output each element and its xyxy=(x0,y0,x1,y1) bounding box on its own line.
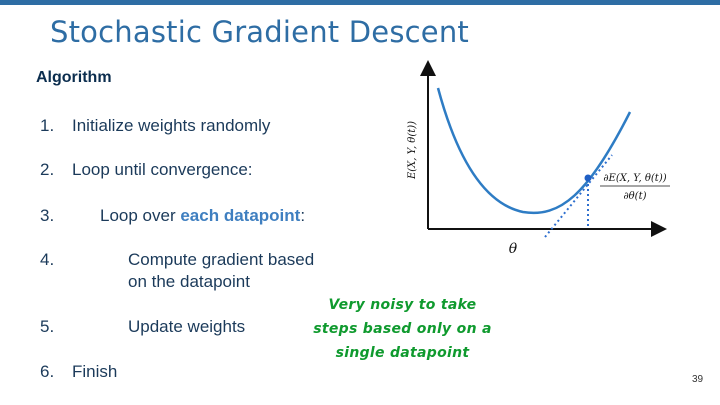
step-text-line-1: Compute gradient based xyxy=(128,250,315,269)
tangent-line xyxy=(544,154,613,238)
step-text-line-2: on the datapoint xyxy=(128,272,250,291)
highlight-each-datapoint: each datapoint xyxy=(180,206,301,225)
step-text: Initialize weights randomly xyxy=(72,116,271,135)
step-number: 6. xyxy=(40,362,55,381)
top-accent-bar xyxy=(0,0,720,5)
step-text-after: : xyxy=(300,206,306,225)
derivative-numerator: ∂E(X, Y, θ(t)) xyxy=(603,173,666,184)
loss-curve xyxy=(436,87,632,215)
step-number: 5. xyxy=(40,317,55,336)
page-number: 39 xyxy=(692,374,704,385)
step-number: 3. xyxy=(40,206,55,225)
y-axis-label: E(X, Y, θ(t)) xyxy=(407,121,418,180)
slide-title: Stochastic Gradient Descent xyxy=(50,15,469,49)
step-text: Loop until convergence: xyxy=(72,160,253,179)
note-line-2: steps based only on a xyxy=(313,321,492,337)
x-axis-label: θ xyxy=(509,241,518,257)
derivative-denominator: ∂θ(t) xyxy=(623,191,646,202)
step-number: 1. xyxy=(40,116,55,135)
current-point xyxy=(584,174,592,182)
step-text: Update weights xyxy=(128,317,246,336)
note-line-3: single datapoint xyxy=(335,345,470,361)
step-text: Loop over each datapoint: xyxy=(100,205,305,227)
handwritten-note: Very noisy to take steps based only on a… xyxy=(300,293,505,365)
step-text: Finish xyxy=(72,362,118,381)
loss-curve-diagram: E(X, Y, θ(t)) θ ∂E(X, Y, θ(t)) ∂θ(t) xyxy=(407,60,670,257)
step-text-before: Loop over xyxy=(100,206,181,225)
step-number: 4. xyxy=(40,250,55,269)
note-line-1: Very noisy to take xyxy=(328,297,477,313)
algorithm-heading: Algorithm xyxy=(36,69,112,86)
step-number: 2. xyxy=(40,160,55,179)
